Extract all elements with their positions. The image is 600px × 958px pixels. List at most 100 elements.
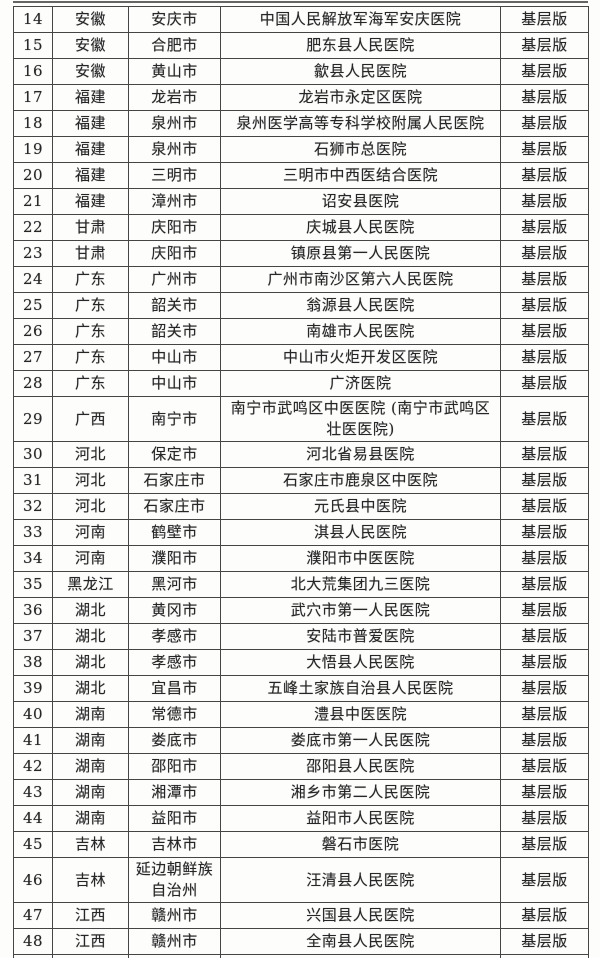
- table-row: 47 江西 赣州市 兴国县人民医院 基层版: [13, 902, 589, 929]
- edition-cell: 基层版: [500, 805, 589, 832]
- province-cell: 吉林: [52, 857, 129, 903]
- row-number-cell: 24: [13, 266, 53, 293]
- table-row: 34 河南 濮阳市 濮阳市中医医院 基层版: [13, 545, 589, 572]
- hospital-cell: 娄底市第一人民医院: [220, 727, 501, 754]
- hospital-cell: 淇县人民医院: [220, 519, 501, 546]
- edition-cell: 基层版: [500, 58, 589, 85]
- city-cell: 常德市: [128, 701, 221, 728]
- hospital-cell: 五峰土家族自治县人民医院: [220, 675, 501, 702]
- edition-cell: 基层版: [500, 493, 589, 520]
- row-number-cell: 14: [13, 6, 53, 33]
- edition-cell: 基层版: [500, 597, 589, 624]
- hospital-cell: 镇原县第一人民医院: [220, 240, 501, 267]
- table-row: 37 湖北 孝感市 安陆市普爱医院 基层版: [13, 623, 589, 650]
- edition-cell: 基层版: [500, 753, 589, 780]
- edition-cell: 基层版: [500, 266, 589, 293]
- hospital-cell: 南宁市武鸣区中医医院 (南宁市武鸣区壮医医院): [220, 396, 501, 442]
- province-cell: 福建: [52, 110, 129, 137]
- city-cell: 韶关市: [128, 318, 221, 345]
- table-row: 23 甘肃 庆阳市 镇原县第一人民医院 基层版: [13, 240, 589, 267]
- edition-cell: 基层版: [500, 188, 589, 215]
- hospital-cell: 广州市南沙区第六人民医院: [220, 266, 501, 293]
- hospital-cell: 邵阳县人民医院: [220, 753, 501, 780]
- row-number-cell: 42: [13, 753, 53, 780]
- city-cell: 广州市: [128, 266, 221, 293]
- edition-cell: 基层版: [500, 519, 589, 546]
- edition-cell: 基层版: [500, 467, 589, 494]
- table-row: 38 湖北 孝感市 大悟县人民医院 基层版: [13, 649, 589, 676]
- hospital-cell: 中山市火炬开发区医院: [220, 344, 501, 371]
- table-row: 45 吉林 吉林市 磐石市医院 基层版: [13, 831, 589, 858]
- row-number-cell: 43: [13, 779, 53, 806]
- row-number-cell: 41: [13, 727, 53, 754]
- province-cell: 湖南: [52, 779, 129, 806]
- hospital-cell: 石狮市总医院: [220, 136, 501, 163]
- table-row: 39 湖北 宜昌市 五峰土家族自治县人民医院 基层版: [13, 675, 589, 702]
- city-cell: 泉州市: [128, 110, 221, 137]
- hospital-cell: 河北省易县医院: [220, 441, 501, 468]
- edition-cell: 基层版: [500, 831, 589, 858]
- province-cell: 湖南: [52, 701, 129, 728]
- table-row: 43 湖南 湘潭市 湘乡市第二人民医院 基层版: [13, 779, 589, 806]
- hospital-cell: 泉州医学高等专科学校附属人民医院: [220, 110, 501, 137]
- city-cell: 黄山市: [128, 58, 221, 85]
- row-number-cell: 19: [13, 136, 53, 163]
- hospital-cell: 乐平市人民医院: [220, 954, 501, 958]
- city-cell: 庆阳市: [128, 240, 221, 267]
- row-number-cell: 32: [13, 493, 53, 520]
- province-cell: 河北: [52, 441, 129, 468]
- province-cell: 安徽: [52, 32, 129, 59]
- edition-cell: 基层版: [500, 701, 589, 728]
- row-number-cell: 37: [13, 623, 53, 650]
- hospital-cell: 大悟县人民医院: [220, 649, 501, 676]
- city-cell: 景德镇市: [128, 954, 221, 958]
- hospital-cell: 武穴市第一人民医院: [220, 597, 501, 624]
- table-row: 25 广东 韶关市 翁源县人民医院 基层版: [13, 292, 589, 319]
- row-number-cell: 21: [13, 188, 53, 215]
- row-number-cell: 16: [13, 58, 53, 85]
- row-number-cell: 20: [13, 162, 53, 189]
- hospital-cell: 安陆市普爱医院: [220, 623, 501, 650]
- city-cell: 黑河市: [128, 571, 221, 598]
- city-cell: 龙岩市: [128, 84, 221, 111]
- table-row: 46 吉林 延边朝鲜族自治州 汪清县人民医院 基层版: [13, 857, 589, 903]
- edition-cell: 基层版: [500, 110, 589, 137]
- row-number-cell: 45: [13, 831, 53, 858]
- table-row: 22 甘肃 庆阳市 庆城县人民医院 基层版: [13, 214, 589, 241]
- province-cell: 江西: [52, 902, 129, 929]
- city-cell: 益阳市: [128, 805, 221, 832]
- edition-cell: 基层版: [500, 6, 589, 33]
- province-cell: 湖南: [52, 727, 129, 754]
- edition-cell: 基层版: [500, 292, 589, 319]
- city-cell: 保定市: [128, 441, 221, 468]
- edition-cell: 基层版: [500, 344, 589, 371]
- table-row: 28 广东 中山市 广济医院 基层版: [13, 370, 589, 397]
- table-row: 16 安徽 黄山市 歙县人民医院 基层版: [13, 58, 589, 85]
- city-cell: 邵阳市: [128, 753, 221, 780]
- table-row: 42 湖南 邵阳市 邵阳县人民医院 基层版: [13, 753, 589, 780]
- city-cell: 孝感市: [128, 649, 221, 676]
- province-cell: 福建: [52, 136, 129, 163]
- province-cell: 湖北: [52, 675, 129, 702]
- province-cell: 江西: [52, 954, 129, 958]
- edition-cell: 基层版: [500, 902, 589, 929]
- row-number-cell: 47: [13, 902, 53, 929]
- city-cell: 黄冈市: [128, 597, 221, 624]
- edition-cell: 基层版: [500, 727, 589, 754]
- table-row: 48 江西 赣州市 全南县人民医院 基层版: [13, 928, 589, 955]
- row-number-cell: 31: [13, 467, 53, 494]
- city-cell: 湘潭市: [128, 779, 221, 806]
- edition-cell: 基层版: [500, 441, 589, 468]
- hospital-cell: 翁源县人民医院: [220, 292, 501, 319]
- row-number-cell: 38: [13, 649, 53, 676]
- city-cell: 漳州市: [128, 188, 221, 215]
- table-row: 27 广东 中山市 中山市火炬开发区医院 基层版: [13, 344, 589, 371]
- hospital-cell: 汪清县人民医院: [220, 857, 501, 903]
- province-cell: 湖南: [52, 753, 129, 780]
- edition-cell: 基层版: [500, 928, 589, 955]
- row-number-cell: 15: [13, 32, 53, 59]
- table-row: 36 湖北 黄冈市 武穴市第一人民医院 基层版: [13, 597, 589, 624]
- hospital-cell: 庆城县人民医院: [220, 214, 501, 241]
- hospital-cell: 肥东县人民医院: [220, 32, 501, 59]
- hospital-cell: 益阳市人民医院: [220, 805, 501, 832]
